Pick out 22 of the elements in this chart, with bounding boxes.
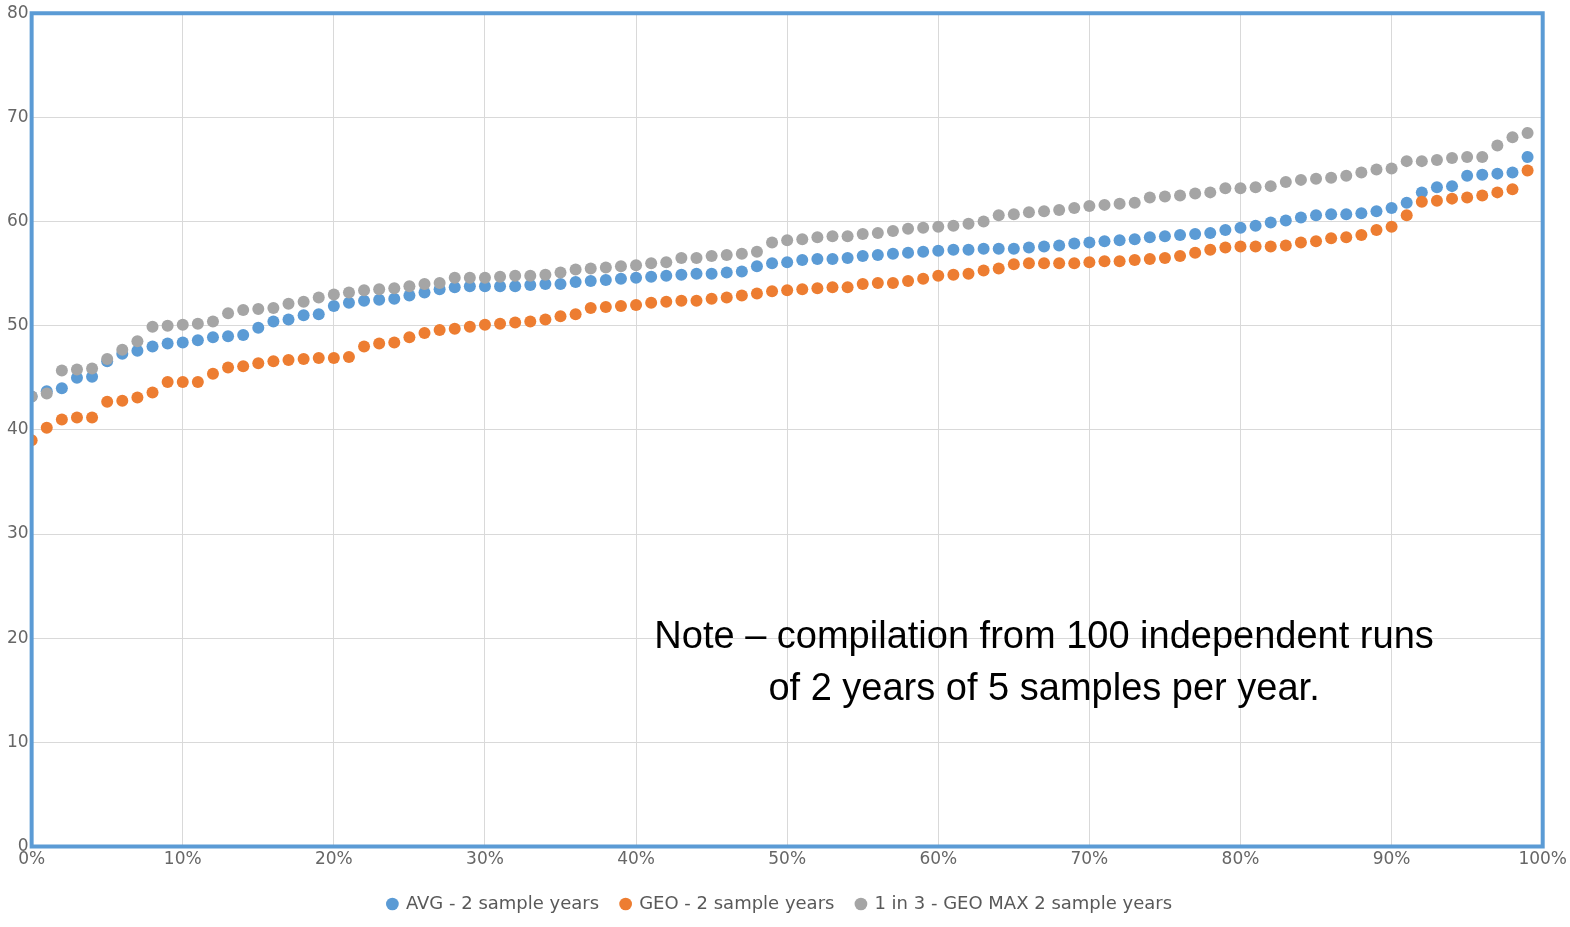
x-tick-label: 60% [919, 848, 958, 869]
x-tick-label: 40% [617, 848, 655, 869]
y-tick-label: 80 [6, 1, 29, 22]
x-tick-label: 90% [1372, 848, 1411, 869]
x-tick-label: 80% [1221, 848, 1260, 869]
legend-label: 1 in 3 - GEO MAX 2 sample years [874, 891, 1173, 913]
y-tick-label: 50 [6, 314, 29, 335]
y-tick-label: 60 [6, 209, 29, 230]
x-tick-label: 50% [768, 848, 807, 869]
y-tick-label: 30 [6, 522, 29, 543]
x-tick-label: 70% [1070, 848, 1109, 869]
x-tick-label: 30% [466, 848, 504, 869]
y-tick-label: 20 [6, 626, 29, 647]
y-tick-label: 40 [6, 418, 29, 439]
annotation: Note – compilation from 100 independent runs of 2 years of 5 samples per year. [654, 613, 1434, 708]
x-tick-label: 20% [314, 848, 353, 869]
legend-label: AVG - 2 sample years [405, 891, 600, 913]
y-tick-label: 70 [6, 105, 29, 126]
legend-label: GEO - 2 sample years [639, 891, 835, 913]
x-tick-label: 10% [163, 848, 202, 869]
x-tick-label: 100% [1518, 848, 1567, 869]
y-tick-label: 10 [6, 730, 29, 751]
